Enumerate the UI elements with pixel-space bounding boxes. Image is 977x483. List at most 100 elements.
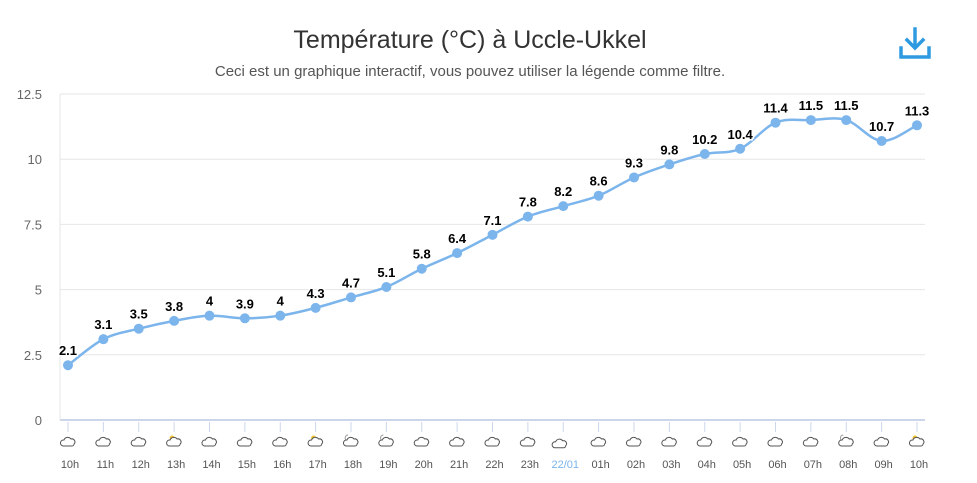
data-point[interactable]	[770, 117, 781, 128]
chart-title: Température (°C) à Uccle-Ukkel	[293, 26, 647, 54]
x-tick-label: 03h	[662, 459, 680, 471]
data-label: 7.1	[483, 213, 501, 228]
cloud-icon	[484, 436, 500, 447]
cloud-icon	[95, 436, 111, 447]
data-label: 4.3	[307, 286, 325, 301]
data-label: 10.4	[727, 127, 753, 142]
cloud-icon	[449, 436, 465, 447]
night-cloud-icon	[342, 434, 359, 447]
download-button[interactable]	[898, 26, 932, 60]
data-label: 9.3	[625, 155, 643, 170]
x-tick-label: 10h	[910, 459, 928, 471]
data-point[interactable]	[133, 323, 144, 334]
data-label: 5.8	[413, 247, 431, 262]
data-point[interactable]	[912, 120, 922, 131]
partly-sunny-icon	[166, 435, 182, 447]
data-label: 4.7	[342, 275, 360, 290]
x-tick-label: 21h	[450, 459, 468, 471]
x-tick-label: 07h	[804, 459, 822, 471]
x-tick-label: 23h	[521, 459, 539, 471]
cloud-icon	[802, 436, 819, 447]
night-cloud-icon	[838, 434, 854, 447]
data-point[interactable]	[381, 281, 392, 292]
cloud-icon	[625, 436, 642, 447]
x-tick-label: 18h	[344, 459, 362, 471]
data-point[interactable]	[310, 302, 321, 313]
partly-sunny-icon	[307, 435, 324, 447]
data-label: 11.4	[763, 101, 788, 116]
data-label: 10.2	[692, 132, 717, 147]
x-tick-label: 11h	[97, 459, 115, 471]
data-point[interactable]	[699, 148, 710, 159]
night-cloud-icon	[378, 434, 394, 447]
data-label: 11.3	[905, 103, 930, 118]
data-point[interactable]	[629, 172, 639, 183]
cloud-icon	[272, 436, 288, 447]
cloud-icon	[873, 436, 890, 447]
data-label: 3.5	[130, 307, 148, 322]
data-label: 7.8	[519, 195, 537, 210]
data-label: 3.8	[165, 299, 183, 314]
data-point[interactable]	[487, 229, 498, 240]
cloud-icon	[236, 436, 253, 447]
x-tick-label: 20h	[415, 459, 433, 471]
y-tick-label: 10	[28, 152, 42, 167]
data-point[interactable]	[63, 360, 73, 371]
cloud-large-icon	[551, 438, 568, 449]
data-label: 8.6	[590, 174, 608, 189]
data-label: 11.5	[834, 98, 859, 113]
cloud-icon	[696, 436, 713, 447]
cloud-icon	[732, 436, 748, 447]
data-point[interactable]	[204, 310, 215, 321]
data-point[interactable]	[593, 190, 604, 201]
data-label: 11.5	[799, 98, 824, 113]
x-tick-label: 10h	[61, 459, 79, 471]
data-point[interactable]	[239, 313, 250, 324]
x-tick-label: 01h	[591, 459, 609, 471]
series-line	[67, 117, 918, 367]
y-tick-label: 12.5	[17, 87, 42, 102]
y-tick-label: 2.5	[24, 348, 42, 363]
data-point[interactable]	[275, 310, 286, 321]
data-label: 8.2	[554, 184, 572, 199]
x-tick-label: 22/01	[551, 459, 579, 471]
data-label: 2.1	[59, 343, 77, 358]
chart-subtitle: Ceci est un graphique interactif, vous p…	[214, 63, 726, 80]
data-point[interactable]	[735, 143, 746, 154]
y-tick-label: 5	[35, 283, 42, 298]
data-point[interactable]	[98, 334, 109, 345]
x-tick-label: 19h	[379, 459, 397, 471]
x-tick-label: 06h	[768, 459, 786, 471]
data-label: 9.8	[660, 142, 678, 157]
x-tick-label: 12h	[132, 459, 150, 471]
x-tick-label: 04h	[698, 459, 716, 471]
data-point[interactable]	[452, 248, 463, 259]
cloud-icon	[201, 436, 217, 447]
data-label: 4	[206, 294, 214, 309]
x-tick-label: 13h	[167, 459, 185, 471]
x-tick-label: 17h	[308, 459, 326, 471]
data-point[interactable]	[416, 263, 427, 274]
data-label: 4	[277, 294, 285, 309]
data-point[interactable]	[876, 135, 887, 146]
data-point[interactable]	[346, 292, 356, 303]
cloud-icon	[59, 436, 76, 447]
data-label: 5.1	[377, 265, 395, 280]
x-tick-label: 08h	[839, 459, 857, 471]
data-point[interactable]	[169, 315, 180, 326]
download-icon	[899, 27, 931, 59]
y-tick-label: 0	[35, 413, 42, 428]
y-tick-label: 7.5	[24, 217, 42, 232]
data-point[interactable]	[664, 159, 675, 170]
x-tick-label: 02h	[627, 459, 645, 471]
partly-sunny-icon	[908, 435, 925, 447]
data-point[interactable]	[805, 115, 816, 126]
data-point[interactable]	[558, 201, 569, 212]
cloud-icon	[413, 436, 430, 447]
data-point[interactable]	[522, 211, 533, 222]
x-tick-label: 15h	[238, 459, 256, 471]
x-tick-label: 16h	[273, 459, 291, 471]
data-point[interactable]	[841, 115, 852, 126]
